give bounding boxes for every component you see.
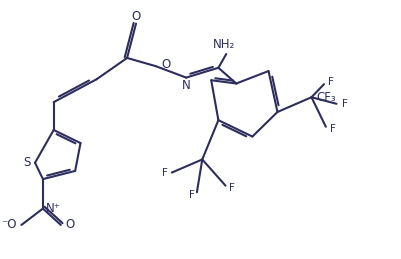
Text: CF₃: CF₃ bbox=[316, 91, 336, 104]
Text: F: F bbox=[162, 168, 168, 178]
Text: O: O bbox=[132, 10, 141, 23]
Text: N⁺: N⁺ bbox=[46, 202, 61, 215]
Text: O: O bbox=[162, 58, 171, 71]
Text: F: F bbox=[342, 99, 348, 109]
Text: F: F bbox=[189, 190, 195, 200]
Text: N: N bbox=[182, 79, 190, 92]
Text: F: F bbox=[330, 124, 336, 134]
Text: O: O bbox=[66, 218, 75, 232]
Text: S: S bbox=[23, 156, 30, 169]
Text: F: F bbox=[328, 77, 334, 87]
Text: F: F bbox=[229, 183, 235, 193]
Text: NH₂: NH₂ bbox=[213, 38, 235, 51]
Text: ⁻O: ⁻O bbox=[1, 218, 16, 232]
